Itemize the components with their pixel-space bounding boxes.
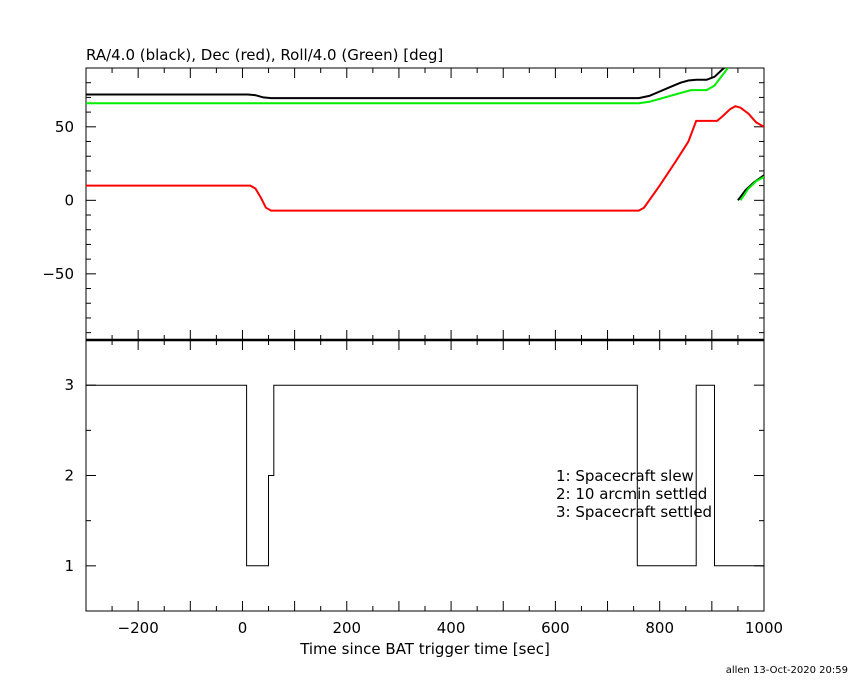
x-tick-label: 200: [332, 619, 361, 637]
bottom-y-tick-label: 3: [64, 376, 74, 394]
bottom-y-tick-label: 2: [64, 467, 74, 485]
x-tick-label: 0: [238, 619, 248, 637]
top-y-tick-label: 0: [64, 191, 74, 209]
top-y-tick-label: 50: [55, 118, 74, 136]
top-chart-frame: [85, 67, 765, 341]
top-series-line: [86, 68, 730, 105]
top-series-line: [86, 105, 764, 212]
top-chart: −50 0 50: [42, 67, 765, 341]
top-series-line: [739, 175, 764, 201]
top-series-line: [86, 68, 726, 100]
x-tick-label: 400: [437, 619, 466, 637]
status-step-line: [86, 384, 764, 567]
x-tick-label: 800: [645, 619, 674, 637]
legend-item-3: 3: Spacecraft settled: [556, 503, 712, 521]
legend-item-2: 2: 10 arcmin settled: [556, 485, 707, 503]
x-tick-label: −200: [118, 619, 159, 637]
x-axis-label: Time since BAT trigger time [sec]: [299, 640, 550, 658]
bottom-chart: 1 2 3 −200 0 200 400 600 800 1000: [64, 338, 783, 637]
x-tick-label: 1000: [745, 619, 783, 637]
top-y-tick-label: −50: [42, 265, 74, 283]
bottom-y-tick-label: 1: [64, 557, 74, 575]
x-tick-label: 600: [541, 619, 570, 637]
footer-stamp: allen 13-Oct-2020 20:59: [726, 665, 848, 676]
legend-item-1: 1: Spacecraft slew: [556, 467, 694, 485]
top-chart-title: RA/4.0 (black), Dec (red), Roll/4.0 (Gre…: [86, 46, 443, 64]
